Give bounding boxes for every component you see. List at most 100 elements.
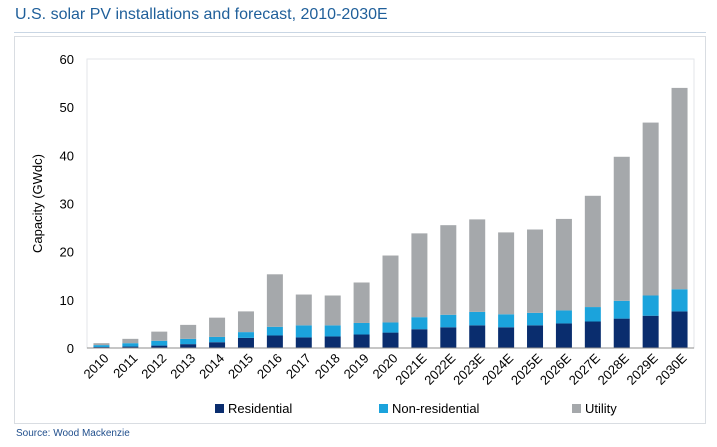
x-tick-label: 2030E — [652, 350, 689, 387]
bar-non-residential-2016 — [266, 326, 283, 336]
x-tick-label: 2016 — [254, 351, 285, 382]
bar-utility-2017 — [295, 294, 312, 326]
x-tick-label: 2029E — [624, 350, 661, 387]
bar-non-residential-2018 — [324, 325, 341, 337]
x-tick-label: 2023E — [450, 350, 487, 387]
x-axis: 2010201120122013201420152016201720182019… — [81, 347, 694, 388]
y-tick-label: 20 — [60, 245, 74, 260]
bar-non-residential-2023e — [469, 311, 486, 326]
x-tick-label: 2026E — [537, 350, 574, 387]
bar-residential-2015 — [237, 337, 254, 348]
bar-residential-2021e — [411, 329, 428, 348]
bar-utility-2018 — [324, 295, 341, 326]
bars-group — [93, 87, 688, 348]
bar-residential-2027e — [584, 321, 601, 348]
legend-label-non-residential: Non-residential — [392, 401, 480, 416]
chart-title: U.S. solar PV installations and forecast… — [15, 6, 388, 23]
bar-residential-2029e — [642, 315, 659, 348]
bar-residential-2012 — [151, 345, 168, 348]
legend-label-residential: Residential — [228, 401, 292, 416]
bar-utility-2027e — [584, 195, 601, 308]
x-tick-label: 2017 — [283, 351, 314, 382]
y-axis: 0 10 20 30 40 50 60 — [60, 52, 74, 356]
bar-utility-2026e — [555, 218, 572, 311]
bar-utility-2012 — [151, 331, 168, 341]
bar-non-residential-2015 — [237, 332, 254, 338]
x-tick-label: 2028E — [595, 350, 632, 387]
legend-label-utility: Utility — [585, 401, 617, 416]
y-tick-label: 50 — [60, 100, 74, 115]
bar-utility-2023e — [469, 219, 486, 312]
bar-residential-2014 — [209, 342, 226, 348]
x-tick-label: 2022E — [421, 350, 458, 387]
bar-non-residential-2028e — [613, 300, 630, 319]
bar-non-residential-2022e — [440, 314, 457, 328]
bar-residential-2020 — [382, 332, 399, 348]
bar-residential-2016 — [266, 335, 283, 348]
x-tick-label: 2013 — [167, 351, 198, 382]
x-tick-label: 2014 — [196, 351, 227, 382]
bar-non-residential-2013 — [180, 338, 197, 345]
bar-utility-2020 — [382, 255, 399, 323]
y-axis-label: Capacity (GWdc) — [30, 154, 45, 253]
bar-non-residential-2029e — [642, 295, 659, 316]
bar-residential-2022e — [440, 327, 457, 348]
bar-utility-2015 — [237, 311, 254, 333]
x-tick-label: 2021E — [392, 350, 429, 387]
y-tick-label: 40 — [60, 148, 74, 163]
bar-residential-2023e — [469, 325, 486, 348]
bar-non-residential-2014 — [209, 336, 226, 343]
bar-residential-2019 — [353, 334, 370, 348]
y-tick-label: 30 — [60, 197, 74, 212]
bar-residential-2024e — [498, 327, 515, 348]
x-tick-label: 2024E — [479, 350, 516, 387]
legend-swatch-residential — [215, 404, 224, 413]
x-tick-label: 2012 — [138, 351, 169, 382]
bar-utility-2022e — [440, 225, 457, 315]
bar-residential-2030e — [671, 311, 688, 348]
bar-utility-2010 — [93, 343, 110, 346]
x-tick-label: 2015 — [225, 351, 256, 382]
bar-non-residential-2027e — [584, 307, 601, 322]
bar-residential-2025e — [527, 325, 544, 348]
chart-frame — [14, 36, 706, 424]
bar-non-residential-2012 — [151, 340, 168, 346]
legend-swatch-utility — [572, 404, 581, 413]
bar-non-residential-2010 — [93, 345, 110, 348]
y-tick-label: 10 — [60, 293, 74, 308]
y-tick-label: 0 — [67, 341, 74, 356]
bar-residential-2018 — [324, 336, 341, 348]
bar-utility-2024e — [498, 232, 515, 315]
x-tick-label: 2027E — [566, 350, 603, 387]
bar-residential-2028e — [613, 318, 630, 348]
x-tick-label: 2018 — [312, 351, 343, 382]
y-tick-label: 60 — [60, 52, 74, 67]
x-tick-label: 2011 — [110, 351, 140, 381]
bar-residential-2013 — [180, 344, 197, 348]
bar-utility-2016 — [266, 274, 283, 327]
bar-utility-2030e — [671, 87, 688, 290]
bar-non-residential-2011 — [122, 343, 139, 347]
bar-utility-2013 — [180, 324, 197, 339]
bar-utility-2028e — [613, 156, 630, 301]
bar-utility-2021e — [411, 233, 428, 318]
bar-utility-2019 — [353, 282, 370, 323]
bar-utility-2025e — [527, 229, 544, 313]
legend: Residential Non-residential Utility — [215, 401, 617, 416]
bar-non-residential-2030e — [671, 289, 688, 312]
legend-swatch-non-residential — [379, 404, 388, 413]
x-tick-label: 2025E — [508, 350, 545, 387]
source-note: Source: Wood Mackenzie — [16, 428, 130, 439]
x-tick-label: 2010 — [81, 351, 112, 382]
bar-utility-2011 — [122, 338, 139, 344]
bar-non-residential-2026e — [555, 310, 572, 324]
bar-non-residential-2021e — [411, 317, 428, 330]
bar-non-residential-2024e — [498, 314, 515, 328]
bar-utility-2029e — [642, 122, 659, 296]
bar-non-residential-2019 — [353, 322, 370, 335]
bar-residential-2011 — [122, 346, 139, 348]
bar-utility-2014 — [209, 317, 226, 337]
bar-non-residential-2025e — [527, 312, 544, 326]
title-divider — [14, 32, 706, 33]
